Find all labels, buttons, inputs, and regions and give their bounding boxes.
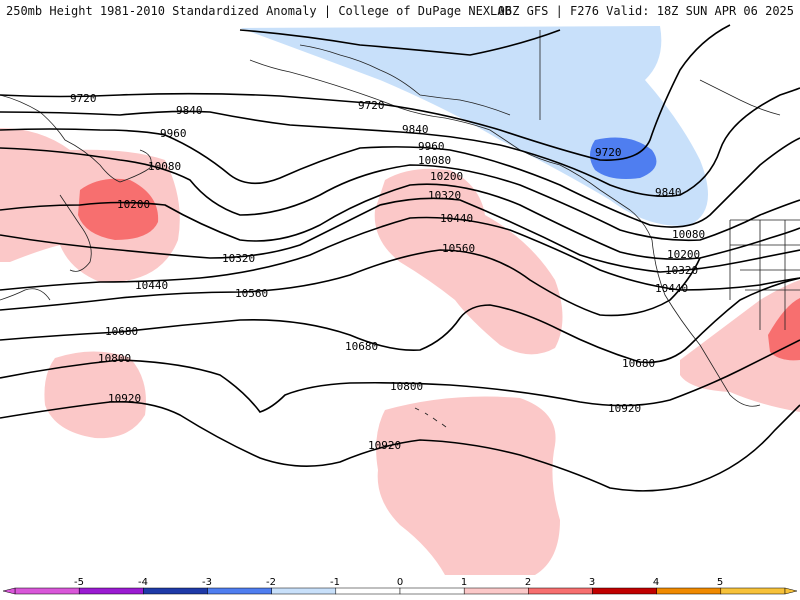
contour-10560 (0, 249, 701, 317)
strong-positive-anomaly-core-asia (78, 178, 159, 240)
coastlines (0, 30, 800, 428)
colorbar-swatch (656, 587, 722, 595)
height-contours (0, 24, 800, 492)
contour-label: 9720 (595, 146, 622, 159)
contour-labels: 9720 9720 9720 9840 9840 9840 9960 9960 … (70, 92, 705, 452)
positive-anomaly-region-central-pacific (374, 168, 563, 355)
contour-label: 9960 (418, 140, 445, 153)
colorbar-tick-label: -1 (330, 577, 340, 588)
contour-9960 (0, 128, 800, 228)
colorbar-tick-label: 3 (589, 577, 595, 588)
colorbar-swatch (528, 587, 593, 595)
colorbar-swatch (335, 587, 401, 595)
contour-9720 (0, 24, 731, 161)
colorbar-swatch (143, 587, 208, 595)
contour-label: 10200 (117, 198, 150, 211)
contour-label: 10320 (222, 252, 255, 265)
colorbar-swatch (207, 587, 272, 595)
contour-label: 9840 (655, 186, 682, 199)
contour-label: 10920 (368, 439, 401, 452)
colorbar-tick-label: -5 (74, 577, 84, 588)
colorbar-tick-label: 2 (525, 577, 531, 588)
height-anomaly-map: 9720 9720 9720 9840 9840 9840 9960 9960 … (0, 22, 800, 575)
contour-label: 9960 (160, 127, 187, 140)
colorbar-tick-label: -2 (266, 577, 276, 588)
contour-9720-north (239, 29, 561, 56)
colorbar-tick-label: 0 (397, 577, 403, 588)
us-state-borders (729, 219, 800, 330)
colorbar-low-extension (2, 587, 16, 595)
contour-label: 10680 (622, 357, 655, 370)
colorbar-swatch (271, 587, 337, 595)
colorbar-tick-label: -4 (138, 577, 148, 588)
contour-label: 10800 (98, 352, 131, 365)
contour-10320 (0, 197, 800, 273)
colorbar-swatch (463, 587, 529, 595)
contour-label: 10680 (345, 340, 378, 353)
map-title: 250mb Height 1981-2010 Standardized Anom… (6, 4, 512, 18)
contour-label: 10200 (430, 170, 463, 183)
colorbar-tick-label: 5 (717, 577, 723, 588)
contour-label: 10080 (418, 154, 451, 167)
contour-10680 (0, 277, 800, 364)
contour-10920 (0, 400, 800, 492)
hawaiian-islands (414, 407, 447, 428)
anomaly-shading (0, 26, 800, 575)
contour-label: 9720 (70, 92, 97, 105)
positive-anomaly-region-south-pacific (376, 396, 560, 575)
contour-10200 (0, 183, 800, 260)
colorbar-swatch (14, 587, 80, 595)
contour-label: 10440 (655, 282, 688, 295)
contour-9840 (0, 87, 800, 198)
contour-label: 10080 (148, 160, 181, 173)
colorbar-swatch (592, 587, 657, 595)
colorbar-high-extension (784, 587, 798, 595)
colorbar-tick-label: 4 (653, 577, 659, 588)
colorbar-ticks: -5 -4 -3 -2 -1 0 1 2 3 4 5 (74, 577, 723, 588)
contour-label: 10800 (390, 380, 423, 393)
canada-border (539, 30, 781, 120)
contour-10080 (0, 147, 800, 242)
colorbar-swatch (399, 587, 465, 595)
anomaly-colorbar: -5 -4 -3 -2 -1 0 1 2 3 4 5 (2, 577, 798, 595)
contour-10440 (0, 216, 800, 291)
positive-anomaly-region-west-pacific (44, 351, 146, 439)
contour-label: 10320 (665, 264, 698, 277)
contour-label: 9840 (176, 104, 203, 117)
contour-label: 9840 (402, 123, 429, 136)
colorbar-swatch (720, 587, 786, 595)
contour-10800 (0, 339, 800, 413)
north-america-coastline (559, 164, 761, 407)
contour-label: 10560 (442, 242, 475, 255)
contour-label: 10320 (428, 189, 461, 202)
colorbar-tick-label: 1 (461, 577, 467, 588)
contour-label: 10920 (108, 392, 141, 405)
positive-anomaly-region-west-coast (680, 280, 800, 412)
contour-label: 10680 (105, 325, 138, 338)
contour-label: 10200 (667, 248, 700, 261)
contour-label: 10440 (440, 212, 473, 225)
contour-label: 10080 (672, 228, 705, 241)
colorbar-swatches (2, 587, 798, 595)
contour-label: 10920 (608, 402, 641, 415)
model-run-info: 06Z GFS | F276 Valid: 18Z SUN APR 06 202… (497, 4, 794, 18)
contour-label: 10560 (235, 287, 268, 300)
colorbar-tick-label: -3 (202, 577, 212, 588)
alaska-coastline (249, 44, 561, 166)
contour-label: 9720 (358, 99, 385, 112)
colorbar-swatch (78, 587, 144, 595)
contour-label: 10440 (135, 279, 168, 292)
